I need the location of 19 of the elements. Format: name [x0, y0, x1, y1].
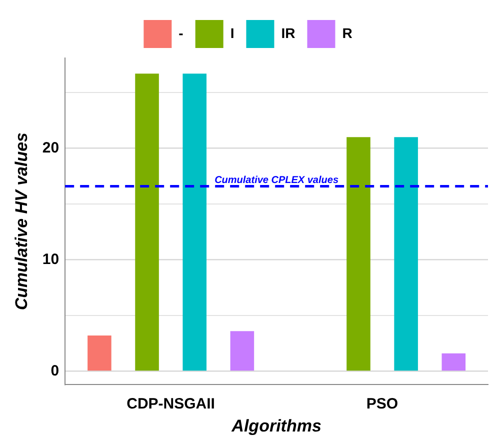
y-tick-label: 0 — [50, 362, 60, 380]
x-tick-label: CDP-NSGAII — [126, 396, 215, 413]
legend-label: - — [178, 24, 184, 41]
y-tick-label: 10 — [42, 250, 60, 268]
y-tick-label: 20 — [42, 139, 60, 156]
legend-label: IR — [281, 24, 296, 41]
bar — [135, 74, 159, 371]
legend-label: R — [342, 24, 352, 41]
bar — [346, 137, 370, 371]
ref-line-label: Cumulative CPLEX values — [214, 174, 339, 186]
bar — [442, 353, 466, 371]
bar — [394, 137, 418, 371]
bar — [182, 74, 206, 371]
x-axis-title: Algorithms — [230, 416, 322, 436]
bar — [88, 336, 112, 371]
legend-label: I — [230, 24, 234, 41]
y-axis-title: Cumulative HV values — [12, 132, 31, 310]
bar — [230, 331, 254, 371]
x-tick-label: PSO — [366, 396, 398, 413]
